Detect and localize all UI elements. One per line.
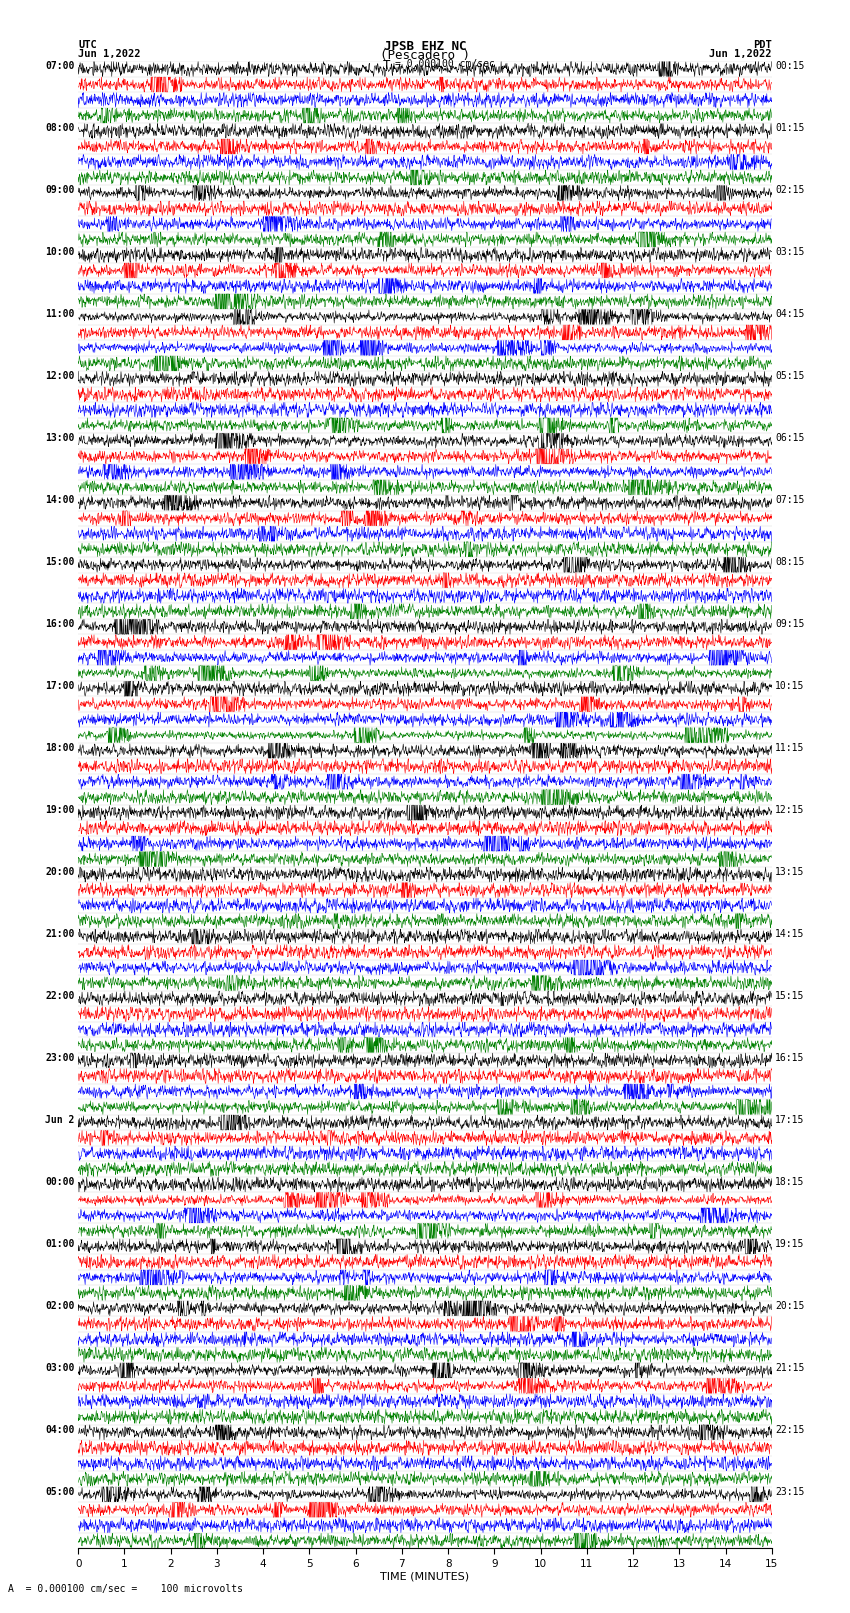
Text: = 0.000100 cm/sec: = 0.000100 cm/sec bbox=[395, 58, 495, 69]
Text: 22:15: 22:15 bbox=[775, 1424, 805, 1434]
Text: 09:00: 09:00 bbox=[45, 185, 75, 195]
Text: 11:15: 11:15 bbox=[775, 744, 805, 753]
Text: 19:15: 19:15 bbox=[775, 1239, 805, 1248]
Text: 10:00: 10:00 bbox=[45, 247, 75, 256]
Text: 15:00: 15:00 bbox=[45, 556, 75, 568]
Text: 06:15: 06:15 bbox=[775, 434, 805, 444]
Text: 07:00: 07:00 bbox=[45, 61, 75, 71]
Text: 04:00: 04:00 bbox=[45, 1424, 75, 1434]
Text: 16:15: 16:15 bbox=[775, 1053, 805, 1063]
Text: 03:00: 03:00 bbox=[45, 1363, 75, 1373]
Text: 21:00: 21:00 bbox=[45, 929, 75, 939]
Text: 21:15: 21:15 bbox=[775, 1363, 805, 1373]
Text: T: T bbox=[383, 58, 390, 73]
Text: 05:00: 05:00 bbox=[45, 1487, 75, 1497]
Text: 02:00: 02:00 bbox=[45, 1300, 75, 1311]
Text: 04:15: 04:15 bbox=[775, 310, 805, 319]
Text: 14:15: 14:15 bbox=[775, 929, 805, 939]
Text: 23:15: 23:15 bbox=[775, 1487, 805, 1497]
Text: Jun 1,2022: Jun 1,2022 bbox=[709, 50, 772, 60]
Text: 00:15: 00:15 bbox=[775, 61, 805, 71]
Text: 23:00: 23:00 bbox=[45, 1053, 75, 1063]
Text: 13:00: 13:00 bbox=[45, 434, 75, 444]
Text: 02:15: 02:15 bbox=[775, 185, 805, 195]
Text: 17:00: 17:00 bbox=[45, 681, 75, 690]
Text: 09:15: 09:15 bbox=[775, 619, 805, 629]
Text: 03:15: 03:15 bbox=[775, 247, 805, 256]
X-axis label: TIME (MINUTES): TIME (MINUTES) bbox=[381, 1571, 469, 1582]
Text: 01:15: 01:15 bbox=[775, 123, 805, 134]
Text: 22:00: 22:00 bbox=[45, 990, 75, 1000]
Text: 11:00: 11:00 bbox=[45, 310, 75, 319]
Text: 17:15: 17:15 bbox=[775, 1115, 805, 1124]
Text: 18:00: 18:00 bbox=[45, 744, 75, 753]
Text: 20:15: 20:15 bbox=[775, 1300, 805, 1311]
Text: 08:15: 08:15 bbox=[775, 556, 805, 568]
Text: 01:00: 01:00 bbox=[45, 1239, 75, 1248]
Text: 18:15: 18:15 bbox=[775, 1177, 805, 1187]
Text: 15:15: 15:15 bbox=[775, 990, 805, 1000]
Text: 16:00: 16:00 bbox=[45, 619, 75, 629]
Text: A  = 0.000100 cm/sec =    100 microvolts: A = 0.000100 cm/sec = 100 microvolts bbox=[8, 1584, 243, 1594]
Text: Jun 2: Jun 2 bbox=[45, 1115, 75, 1124]
Text: (Pescadero ): (Pescadero ) bbox=[380, 50, 470, 63]
Text: 10:15: 10:15 bbox=[775, 681, 805, 690]
Text: 12:00: 12:00 bbox=[45, 371, 75, 381]
Text: 14:00: 14:00 bbox=[45, 495, 75, 505]
Text: 19:00: 19:00 bbox=[45, 805, 75, 815]
Text: 20:00: 20:00 bbox=[45, 866, 75, 877]
Text: 08:00: 08:00 bbox=[45, 123, 75, 134]
Text: 13:15: 13:15 bbox=[775, 866, 805, 877]
Text: JPSB EHZ NC: JPSB EHZ NC bbox=[383, 39, 467, 53]
Text: 05:15: 05:15 bbox=[775, 371, 805, 381]
Text: 12:15: 12:15 bbox=[775, 805, 805, 815]
Text: PDT: PDT bbox=[753, 39, 772, 50]
Text: UTC: UTC bbox=[78, 39, 97, 50]
Text: 00:00: 00:00 bbox=[45, 1177, 75, 1187]
Text: Jun 1,2022: Jun 1,2022 bbox=[78, 50, 141, 60]
Text: 07:15: 07:15 bbox=[775, 495, 805, 505]
